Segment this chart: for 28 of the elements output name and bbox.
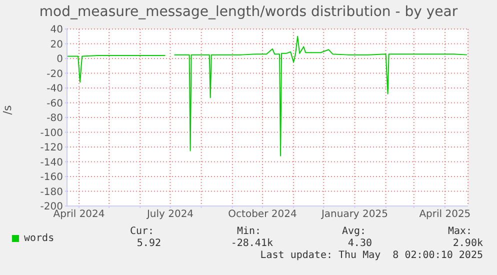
x-tick-label: January 2025 xyxy=(320,209,388,220)
text: 5.92 xyxy=(136,238,161,249)
x-tick-label: April 2025 xyxy=(419,209,471,220)
x-tick-label: October 2024 xyxy=(228,209,297,220)
y-tick-label: -100 xyxy=(40,128,63,139)
y-tick-label: -40 xyxy=(46,84,63,95)
text: 2.90k xyxy=(452,238,483,249)
legend-label: words xyxy=(24,233,54,244)
y-tick-label: -80 xyxy=(46,113,63,124)
text: Last update: Thu May 8 02:00:10 2025 xyxy=(260,250,483,261)
y-tick-label: -60 xyxy=(46,98,63,110)
text: 4.30 xyxy=(348,238,372,249)
y-tick-label: 0 xyxy=(56,54,63,66)
y-axis-title: /s xyxy=(0,104,15,116)
text: Cur: xyxy=(130,226,154,237)
chart-title: mod_measure_message_length/words distribution - by year xyxy=(38,4,459,20)
text: Avg: xyxy=(342,226,366,237)
y-tick-label: 40 xyxy=(50,24,63,36)
y-tick-label: -180 xyxy=(40,186,63,198)
x-tick-label: July 2024 xyxy=(146,209,194,220)
y-tick-label: -160 xyxy=(40,172,63,184)
y-tick-label: -140 xyxy=(40,157,63,168)
text: Min: xyxy=(237,226,262,237)
text: -28.41k xyxy=(230,238,273,249)
y-tick-label: -20 xyxy=(46,68,63,80)
text: Max: xyxy=(448,226,472,237)
y-tick-label: -120 xyxy=(40,142,63,154)
y-tick-label: 20 xyxy=(50,39,63,50)
